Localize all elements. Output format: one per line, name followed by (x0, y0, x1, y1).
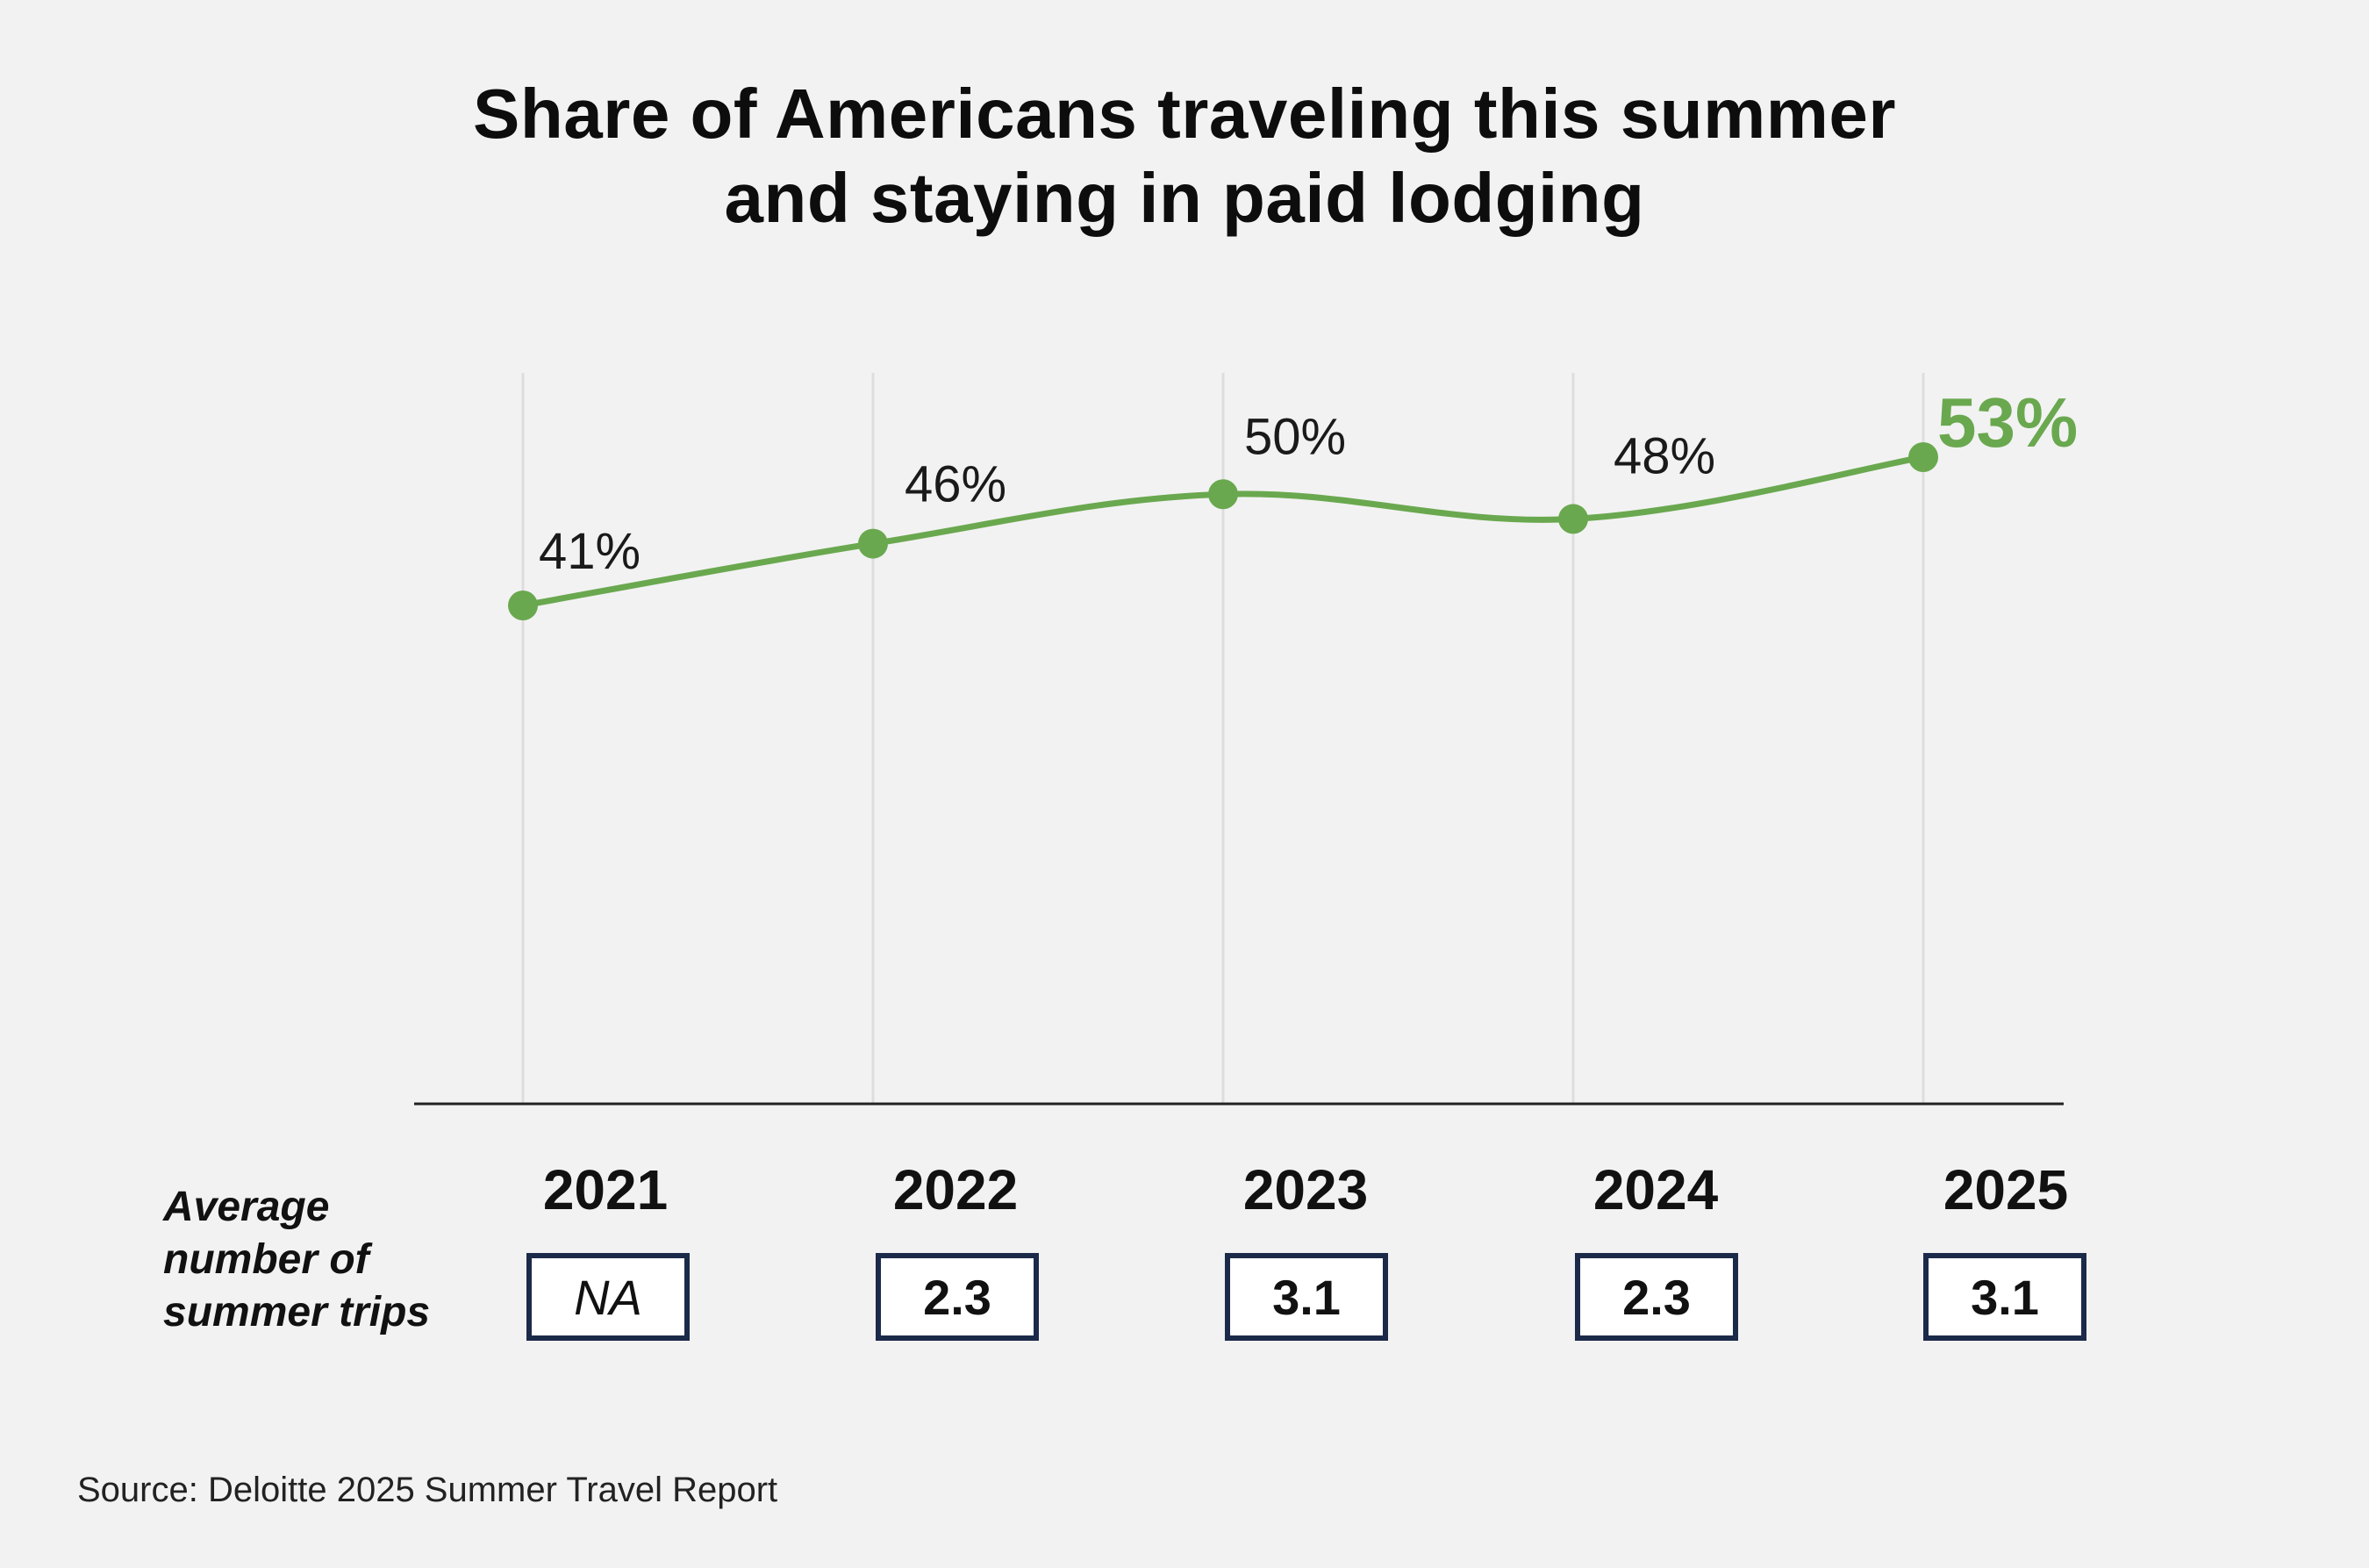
data-point-2025 (1908, 442, 1938, 472)
data-point-2023 (1208, 479, 1238, 510)
x-tick-label-2022: 2022 (893, 1158, 1018, 1221)
trip-box-2021: NA (526, 1253, 690, 1341)
trips-caption: Average number of summer trips (163, 1181, 430, 1339)
data-label-2025: 53% (1937, 383, 2078, 462)
x-tick-label-2024: 2024 (1593, 1158, 1719, 1221)
x-tick-label-2025: 2025 (1943, 1158, 2068, 1221)
trip-box-2022: 2.3 (876, 1253, 1039, 1341)
x-tick-label-2021: 2021 (543, 1158, 668, 1221)
trip-box-2023: 3.1 (1225, 1253, 1388, 1341)
trips-caption-line-1: Average (163, 1184, 330, 1230)
source-note: Source: Deloitte 2025 Summer Travel Repo… (77, 1471, 778, 1509)
data-point-2022 (858, 528, 888, 559)
trip-box-2024: 2.3 (1575, 1253, 1738, 1341)
data-label-2023: 50% (1244, 408, 1346, 465)
data-point-2021 (508, 591, 538, 620)
data-label-2022: 46% (905, 456, 1006, 513)
trips-caption-line-2: number of (163, 1236, 369, 1283)
chart-title-line-2: and staying in paid lodging (724, 159, 1645, 237)
trip-box-2025: 3.1 (1923, 1253, 2086, 1341)
x-tick-label-2023: 2023 (1243, 1158, 1368, 1221)
chart-title: Share of Americans traveling this summer… (0, 72, 2369, 240)
trips-caption-line-3: summer trips (163, 1289, 431, 1335)
data-label-2021: 41% (539, 523, 641, 580)
data-point-2024 (1558, 504, 1588, 534)
chart-title-line-1: Share of Americans traveling this summer (472, 75, 1897, 153)
data-label-2024: 48% (1614, 427, 1715, 484)
